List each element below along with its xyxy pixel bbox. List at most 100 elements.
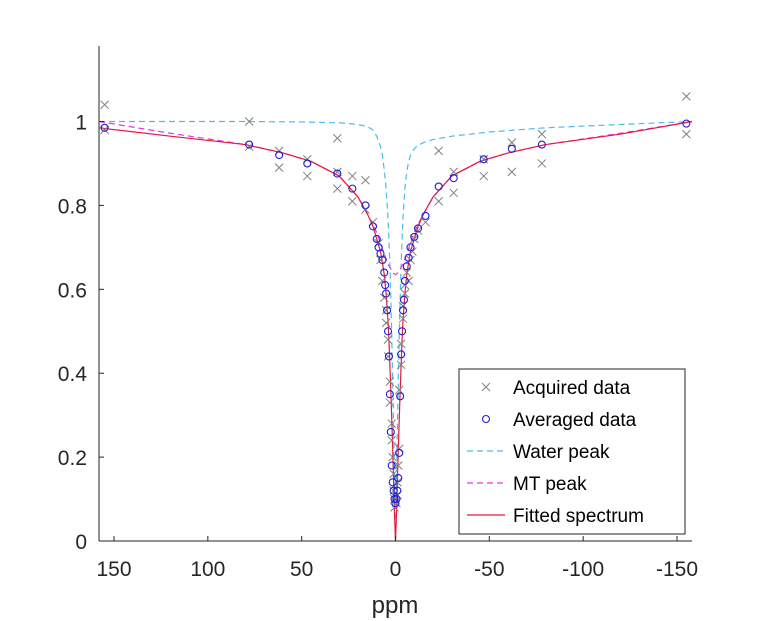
averaged-point [361,201,370,210]
series-acquired [100,91,691,512]
acquired-point [361,175,370,185]
acquired-point [421,217,430,227]
averaged-point [393,486,402,495]
acquired-point [449,167,459,177]
x-tick-label: -150 [656,558,698,581]
averaged-point [479,155,488,164]
acquired-point [332,184,342,193]
acquired-point [507,138,517,147]
averaged-point [378,255,387,264]
averaged-point [406,243,415,252]
averaged-point [449,174,458,183]
y-tick-label: 1 [75,112,87,135]
acquired-point [682,91,691,101]
series-water [99,120,693,542]
acquired-point [244,117,254,126]
acquired-point [394,444,404,454]
averaged-point [380,268,389,277]
x-tick-label: -50 [474,558,504,581]
averaged-point [399,295,408,304]
averaged-point [383,306,392,315]
averaged-point [389,486,398,495]
averaged-point [387,461,396,470]
legend-item-averaged: Averaged data [481,410,637,431]
acquired-point [274,163,284,173]
averaged-point [303,159,312,168]
series-averaged [100,119,691,508]
averaged-point [395,448,404,457]
legend-item-mt: MT peak [467,474,587,495]
acquired-point [537,159,547,168]
averaged-point [383,327,393,336]
averaged-point [396,392,405,401]
acquired-point [361,205,370,214]
legend-label: Fitted spectrum [513,506,644,527]
water-line [99,120,693,542]
legend-label: Water peak [513,442,610,463]
x-tick-label: 50 [290,558,313,581]
averaged-point [100,123,109,132]
averaged-point [537,140,546,149]
x-tick-label: 100 [190,558,225,581]
legend-item-acquired: Acquired data [481,378,631,399]
mt-line [98,120,693,276]
acquired-point [388,452,398,462]
acquired-point [302,154,312,164]
acquired-point [274,146,284,156]
averaged-point [421,211,430,220]
averaged-point [391,499,400,508]
acquired-point [393,461,403,470]
averaged-point [392,495,401,504]
acquired-point [385,377,395,386]
acquired-point [332,167,342,177]
x-tick-label: -100 [562,558,604,581]
acquired-point [434,196,444,206]
acquired-point [396,339,406,349]
y-tick-label: 0.6 [58,279,87,302]
acquired-point [396,360,406,370]
acquired-point [374,238,383,248]
acquired-point [449,188,459,198]
averaged-point [333,169,342,178]
acquired-point [332,133,342,143]
averaged-point [368,222,378,231]
legend-box [458,368,686,535]
acquired-point [368,217,378,227]
acquired-point [381,318,391,328]
averaged-point [388,478,397,487]
acquired-point [682,129,691,139]
acquired-point [409,234,419,244]
acquired-point [385,398,395,407]
averaged-point [507,144,516,153]
legend-label: MT peak [513,474,587,495]
x-axis-label: ppm [372,592,419,619]
averaged-point [245,140,254,149]
averaged-point [402,262,411,271]
averaged-point [394,474,403,483]
acquired-point [379,293,389,303]
legend-marker-acquired [481,382,491,392]
acquired-point [389,469,398,479]
acquired-point [387,435,397,445]
averaged-point [398,306,408,315]
legend-label: Acquired data [513,378,631,399]
x-tick-label: 150 [96,558,131,581]
legend-marker-averaged [481,414,491,424]
y-tick-label: 0 [75,531,87,554]
x-tick-label: 0 [390,558,402,581]
averaged-point [384,352,393,361]
averaged-point [386,427,395,436]
acquired-point [347,196,357,206]
averaged-point [275,151,284,160]
acquired-point [100,100,109,110]
acquired-point [376,255,385,265]
acquired-point [383,335,393,344]
acquired-point [479,171,489,181]
averaged-point [434,182,443,191]
averaged-point [385,390,394,399]
averaged-point [413,224,423,233]
averaged-point [404,253,413,262]
averaged-point [398,327,407,336]
series-mt [98,120,693,276]
